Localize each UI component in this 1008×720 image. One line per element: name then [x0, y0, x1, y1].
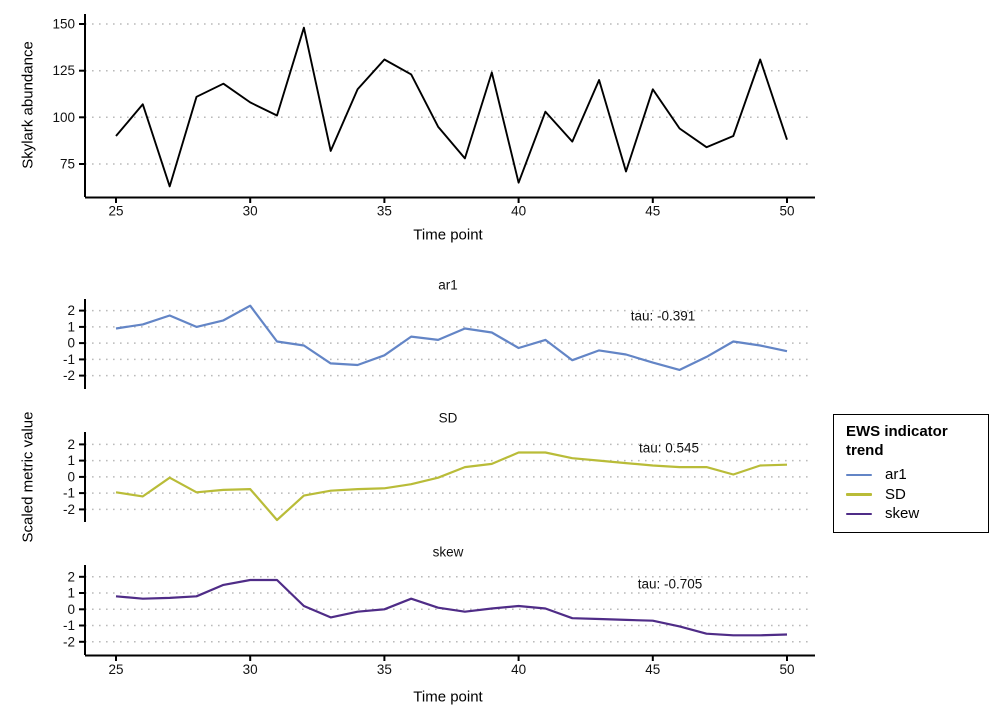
y-tick-label: 75: [60, 157, 75, 172]
top-y-axis-title: Skylark abundance: [19, 41, 37, 169]
x-tick-label: 25: [108, 204, 123, 219]
x-tick-label: 30: [243, 662, 258, 677]
legend-item-ar1: ar1: [846, 465, 978, 485]
x-tick-label: 35: [377, 662, 392, 677]
y-tick-label: 0: [67, 469, 75, 484]
x-tick-label: 40: [511, 204, 526, 219]
y-tick-label: 2: [67, 569, 75, 584]
bottom-y-axis-title: Scaled metric value: [19, 411, 37, 543]
legend-label-ar1: ar1: [885, 466, 907, 484]
series-line-SD: [115, 451, 788, 522]
top-x-axis: 25 30 35 40 45 50: [85, 196, 815, 219]
x-tick-label: 40: [511, 662, 526, 677]
panel-SD: -2-1 012: [63, 432, 812, 522]
legend-label-skew: skew: [885, 505, 920, 523]
panel-skew: -2-101 2: [63, 565, 812, 655]
x-tick-label: 30: [243, 204, 258, 219]
y-tick-label: 1: [67, 319, 75, 334]
y-tick-label: 150: [52, 17, 75, 32]
tau-annotation-skew: tau: -0.705: [637, 576, 703, 592]
legend-key-line-ar1: [846, 473, 872, 477]
y-tick-label: -1: [63, 618, 75, 633]
y-tick-label: -1: [63, 486, 75, 501]
y-tick-label: 2: [67, 303, 75, 318]
bottom-x-axis-title: Time point: [413, 688, 483, 706]
x-tick-label: 25: [108, 662, 123, 677]
bottom-x-axis: 25 30 35 40 45 50: [85, 654, 815, 677]
legend-items: ar1 SD skew: [846, 465, 978, 524]
legend-key-line-sd: [846, 493, 872, 496]
y-tick-label: -2: [63, 502, 75, 517]
series-line-skew: [115, 578, 788, 637]
series-line-ar1: [115, 304, 788, 371]
x-tick-label: 35: [377, 204, 392, 219]
facet-title-sd: SD: [438, 410, 458, 426]
x-tick-label: 50: [779, 662, 794, 677]
series-line-abundance: [115, 26, 788, 188]
top-x-axis-title: Time point: [413, 226, 483, 244]
y-tick-label: 100: [52, 110, 75, 125]
legend: EWS indicator trend ar1 SD skew: [833, 414, 989, 533]
legend-label-sd: SD: [885, 485, 906, 503]
y-tick-label: 2: [67, 437, 75, 452]
legend-item-sd: SD: [846, 485, 978, 505]
tau-annotation-sd: tau: 0.545: [638, 440, 700, 456]
y-tick-label: -2: [63, 634, 75, 649]
legend-title: EWS indicator trend: [846, 423, 948, 460]
x-tick-label: 50: [779, 204, 794, 219]
facet-title-ar1: ar1: [438, 277, 458, 293]
x-tick-label: 45: [645, 204, 660, 219]
panel-ar1: -2-10 12: [63, 299, 812, 389]
y-tick-label: 1: [67, 586, 75, 601]
panel-abundance: 75 100 125 150: [52, 14, 812, 197]
y-tick-label: 0: [67, 602, 75, 617]
y-tick-label: -2: [63, 368, 75, 383]
y-tick-label: -1: [63, 352, 75, 367]
y-tick-label: 125: [52, 63, 75, 78]
tau-annotation-ar1: tau: -0.391: [630, 308, 696, 324]
facet-title-skew: skew: [432, 544, 464, 560]
legend-key-line-skew: [846, 512, 872, 516]
y-tick-label: 0: [67, 336, 75, 351]
legend-item-skew: skew: [846, 504, 978, 524]
x-tick-label: 45: [645, 662, 660, 677]
y-tick-label: 1: [67, 453, 75, 468]
